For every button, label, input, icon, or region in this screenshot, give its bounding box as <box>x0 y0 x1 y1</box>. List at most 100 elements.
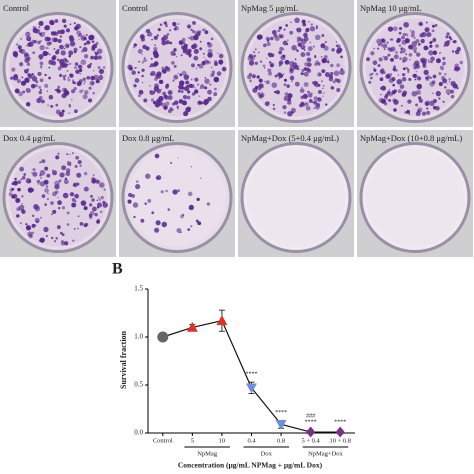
y-tick-label: 1.0 <box>134 333 143 341</box>
colony <box>379 77 384 82</box>
colony <box>373 68 377 72</box>
colony <box>210 37 214 41</box>
x-tick-label: Control <box>153 437 173 444</box>
colony <box>75 155 80 160</box>
colony <box>44 188 49 193</box>
colony <box>159 79 164 85</box>
colony <box>150 98 155 102</box>
colony <box>190 225 193 228</box>
colony <box>321 69 326 74</box>
colony <box>91 40 95 44</box>
colony <box>22 90 26 94</box>
colony <box>175 25 178 28</box>
colony <box>177 72 179 75</box>
colony <box>149 85 151 87</box>
colony <box>428 60 431 63</box>
colony <box>86 75 91 80</box>
colony <box>380 87 383 90</box>
colony <box>170 161 173 164</box>
colony <box>169 107 173 110</box>
colony <box>24 77 30 83</box>
colony <box>315 26 319 30</box>
colony <box>283 78 287 82</box>
point <box>186 321 198 332</box>
colony <box>339 69 345 76</box>
colony <box>294 81 300 87</box>
colony <box>77 159 82 165</box>
colony <box>204 30 209 35</box>
colony <box>143 57 146 59</box>
colony <box>446 32 450 36</box>
colony <box>79 68 83 73</box>
colony <box>427 59 430 61</box>
colony <box>37 40 41 45</box>
x-tick-label: 5 <box>191 437 194 444</box>
colony <box>74 164 78 169</box>
colony <box>54 240 57 243</box>
colony <box>61 109 65 113</box>
colony <box>410 33 415 38</box>
colony <box>55 237 58 240</box>
colony <box>39 44 45 51</box>
colony <box>396 78 403 85</box>
colony <box>30 83 36 89</box>
y-tick-label: 0.0 <box>134 429 143 437</box>
colony <box>389 38 392 41</box>
colony <box>408 77 411 80</box>
colony <box>99 210 103 214</box>
colony <box>172 189 178 195</box>
x-tick-label: 10 + 0.8 <box>329 437 351 444</box>
colony <box>26 56 31 61</box>
colony <box>383 55 389 61</box>
colony <box>278 77 281 80</box>
colony <box>37 182 40 185</box>
colony <box>165 83 170 87</box>
colony <box>31 76 38 82</box>
colony <box>79 45 82 49</box>
colony <box>392 48 394 50</box>
colony <box>278 26 282 30</box>
colony <box>63 241 69 246</box>
colony <box>9 188 13 192</box>
colony <box>285 24 288 27</box>
colony <box>411 41 418 47</box>
colony <box>432 38 437 43</box>
colony <box>190 28 193 31</box>
colony <box>46 197 50 201</box>
colony <box>82 89 84 91</box>
colony <box>435 44 439 48</box>
colony <box>432 92 434 94</box>
colony <box>217 52 219 55</box>
colony <box>397 74 399 76</box>
colony <box>69 23 72 26</box>
colony <box>438 97 441 100</box>
y-axis-label: Survival fraction <box>119 330 128 389</box>
colony <box>388 78 394 84</box>
colony <box>172 79 175 82</box>
colony <box>421 111 427 116</box>
colony <box>84 90 89 95</box>
colony <box>153 52 159 59</box>
colony <box>322 87 324 89</box>
colony <box>272 107 276 111</box>
colony <box>32 171 38 177</box>
colony <box>52 169 54 171</box>
colony <box>144 202 147 205</box>
colony <box>71 79 75 82</box>
colony <box>57 200 62 206</box>
colony <box>171 61 175 65</box>
colony <box>307 46 313 52</box>
colony <box>423 69 429 75</box>
colony <box>59 74 62 77</box>
colony <box>179 231 182 234</box>
group-label: NpMag+Dox <box>308 450 343 457</box>
point <box>157 331 169 343</box>
colony <box>420 38 425 44</box>
colony <box>375 72 379 76</box>
colony <box>39 88 42 91</box>
colony <box>294 17 300 23</box>
colony <box>58 111 64 118</box>
colony <box>38 26 41 29</box>
colony <box>76 30 81 36</box>
colony <box>307 90 311 94</box>
